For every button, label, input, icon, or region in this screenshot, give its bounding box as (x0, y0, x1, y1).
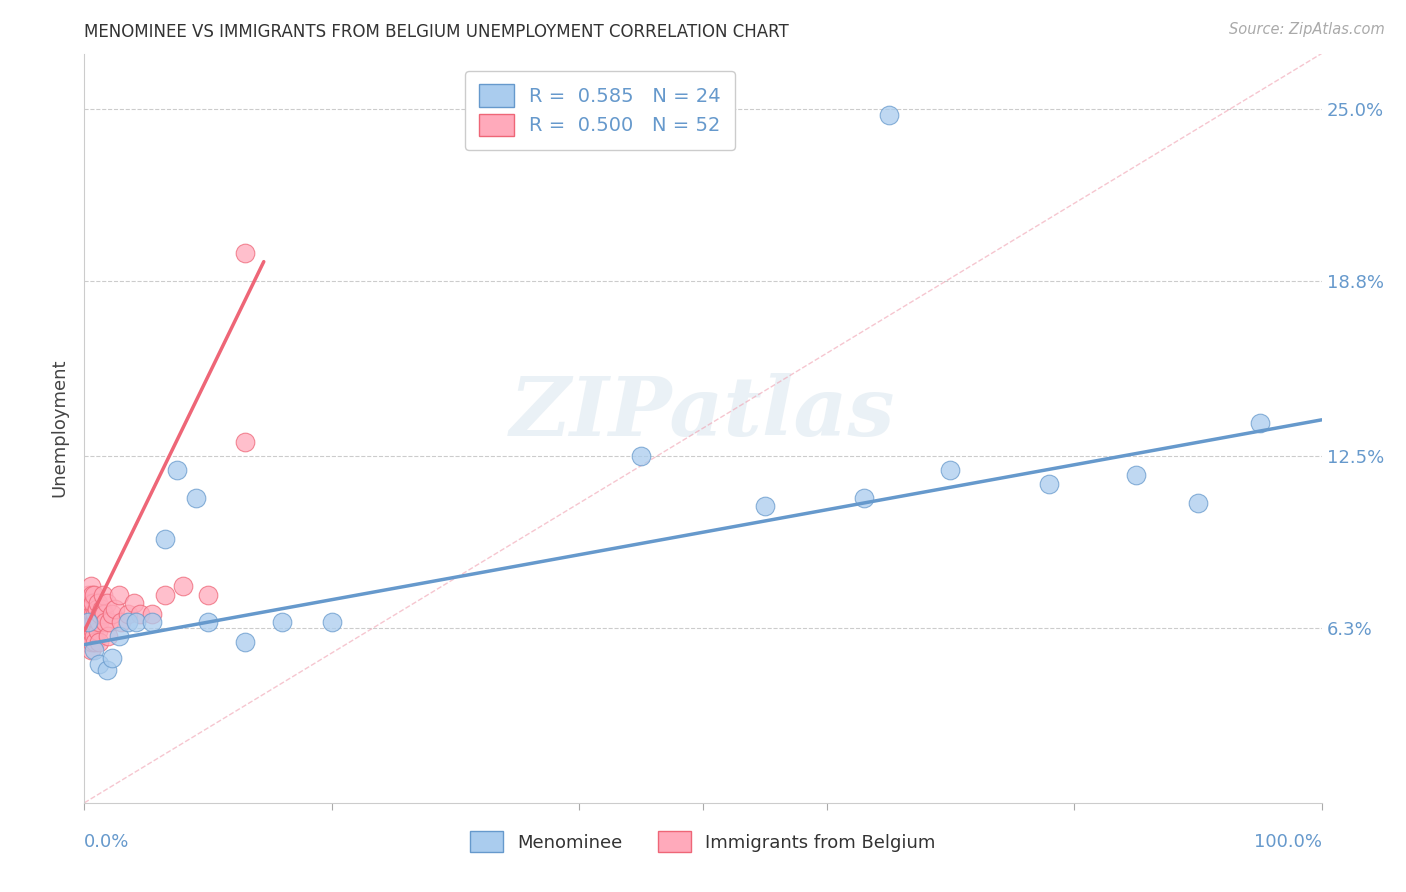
Point (82, 596, 104, 610)
Point (83, 615, 105, 630)
Point (122, 596, 145, 610)
Point (153, 588, 176, 602)
Text: MENOMINEE VS IMMIGRANTS FROM BELGIUM UNEMPLOYMENT CORRELATION CHART: MENOMINEE VS IMMIGRANTS FROM BELGIUM UNE… (84, 23, 789, 41)
Point (233, 635, 256, 649)
Point (129, 607, 152, 621)
Point (233, 246, 256, 260)
Point (77, 629, 100, 643)
Y-axis label: Unemployment: Unemployment (51, 359, 69, 498)
Point (100, 651, 122, 665)
Point (108, 629, 131, 643)
Point (79, 607, 101, 621)
Point (84, 635, 107, 649)
Point (82, 624, 104, 638)
Point (98, 615, 121, 630)
Point (79, 643, 101, 657)
Point (197, 615, 219, 630)
Point (79, 579, 101, 593)
Point (89, 615, 111, 630)
Point (77, 607, 100, 621)
Point (166, 463, 188, 477)
Point (83, 588, 105, 602)
Point (83, 643, 105, 657)
Point (141, 615, 163, 630)
Point (86, 601, 108, 615)
Point (76, 596, 98, 610)
Point (75, 624, 97, 638)
Point (79, 596, 101, 610)
Point (86, 615, 108, 630)
Point (321, 615, 343, 630)
Point (75, 607, 97, 621)
Point (184, 491, 207, 505)
Point (141, 607, 163, 621)
Point (79, 615, 101, 630)
Point (96, 596, 118, 610)
Point (97, 629, 120, 643)
Point (1038, 476, 1060, 491)
Point (80, 635, 103, 649)
Point (153, 532, 176, 546)
Point (1187, 496, 1209, 510)
Point (79, 601, 101, 615)
Point (754, 499, 776, 513)
Point (117, 607, 139, 621)
Text: 0.0%: 0.0% (84, 833, 129, 851)
Point (1125, 468, 1147, 483)
Point (117, 615, 139, 630)
Text: 100.0%: 100.0% (1254, 833, 1322, 851)
Point (852, 491, 875, 505)
Point (939, 463, 962, 477)
Point (100, 607, 122, 621)
Point (877, 107, 900, 121)
Point (94, 615, 117, 630)
Point (90, 601, 112, 615)
Point (83, 629, 105, 643)
Legend: Menominee, Immigrants from Belgium: Menominee, Immigrants from Belgium (461, 822, 945, 861)
Point (89, 657, 111, 671)
Text: Source: ZipAtlas.com: Source: ZipAtlas.com (1229, 22, 1385, 37)
Point (1249, 416, 1271, 430)
Point (76, 615, 98, 630)
Point (82, 607, 104, 621)
Point (77, 615, 100, 630)
Point (104, 601, 127, 615)
Point (108, 588, 131, 602)
Point (89, 635, 111, 649)
Point (87, 624, 110, 638)
Point (91, 588, 114, 602)
Point (89, 607, 111, 621)
Point (84, 607, 107, 621)
Point (630, 449, 652, 463)
Point (80, 588, 103, 602)
Point (76, 635, 98, 649)
Point (233, 435, 256, 450)
Point (172, 579, 194, 593)
Point (93, 607, 115, 621)
Point (197, 588, 219, 602)
Point (96, 663, 118, 677)
Point (77, 588, 100, 602)
Point (271, 615, 294, 630)
Point (79, 624, 101, 638)
Point (87, 596, 110, 610)
Point (125, 615, 148, 630)
Text: ZIPatlas: ZIPatlas (510, 373, 896, 453)
Point (110, 615, 132, 630)
Point (80, 615, 103, 630)
